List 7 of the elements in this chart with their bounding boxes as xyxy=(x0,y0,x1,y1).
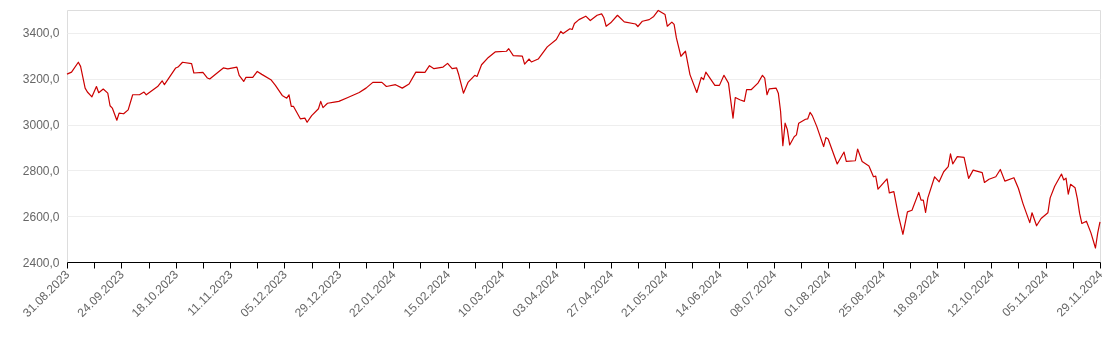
y-tick-label: 3200,0 xyxy=(22,72,60,87)
y-tick-label: 2600,0 xyxy=(22,209,60,224)
y-tick-label: 3000,0 xyxy=(22,118,60,133)
y-tick-label: 2800,0 xyxy=(22,163,60,178)
y-tick-label: 3400,0 xyxy=(22,26,60,41)
line-series xyxy=(66,9,1101,249)
y-tick-label: 2400,0 xyxy=(22,255,60,270)
